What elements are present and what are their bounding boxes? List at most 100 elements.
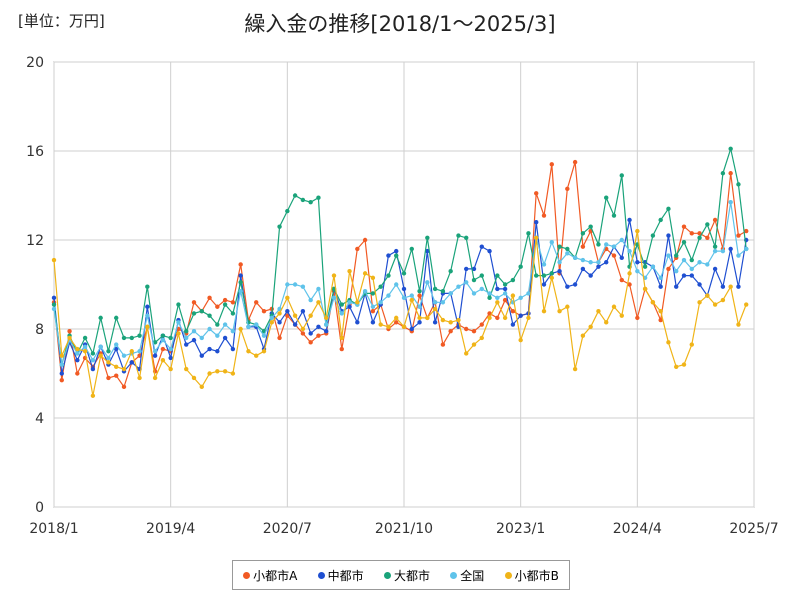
chart-title: 繰入金の推移[2018/1～2025/3] xyxy=(244,12,556,36)
data-point xyxy=(479,273,484,278)
legend-item: 中都市 xyxy=(317,567,364,584)
data-point xyxy=(316,324,321,329)
data-point xyxy=(386,253,391,258)
data-point xyxy=(168,335,173,341)
data-point xyxy=(207,295,212,301)
data-point xyxy=(674,253,679,258)
y-tick-label: 16 xyxy=(26,144,44,160)
data-point xyxy=(75,346,80,352)
data-point xyxy=(308,313,313,318)
series-line xyxy=(53,219,747,374)
data-point xyxy=(417,315,422,321)
data-point xyxy=(495,273,500,278)
data-point xyxy=(432,300,438,305)
data-point xyxy=(487,248,492,254)
data-point xyxy=(207,313,212,318)
data-point xyxy=(440,300,446,305)
data-point xyxy=(565,284,570,289)
data-point xyxy=(191,329,197,334)
data-point xyxy=(549,162,554,167)
data-point xyxy=(720,248,726,254)
data-point xyxy=(588,273,593,278)
data-point xyxy=(222,369,228,374)
legend: 小都市A 中都市 大都市 全国 小都市B xyxy=(232,560,570,590)
data-point xyxy=(417,304,422,309)
data-point xyxy=(705,262,710,267)
data-point xyxy=(736,233,741,238)
data-point xyxy=(417,288,422,294)
data-point xyxy=(285,295,290,301)
data-point xyxy=(176,320,181,325)
data-point xyxy=(98,315,103,321)
data-point xyxy=(191,311,197,316)
data-point xyxy=(90,351,96,356)
data-point xyxy=(222,335,228,341)
data-point xyxy=(619,173,624,178)
data-point xyxy=(448,320,453,325)
data-point xyxy=(697,231,702,236)
data-point xyxy=(121,335,127,341)
data-point xyxy=(611,304,617,309)
data-point xyxy=(635,315,640,321)
data-point xyxy=(261,333,267,338)
unit-label: [単位：万円] xyxy=(18,12,105,30)
data-point xyxy=(712,266,718,272)
data-point xyxy=(596,309,601,314)
data-point xyxy=(230,329,236,334)
data-point xyxy=(238,326,243,332)
data-point xyxy=(191,375,197,381)
data-point xyxy=(658,317,663,323)
legend-label: 中都市 xyxy=(327,568,364,583)
data-point xyxy=(378,300,383,305)
data-point xyxy=(261,309,267,314)
data-point xyxy=(681,257,687,263)
y-tick-label: 8 xyxy=(35,322,44,338)
data-point xyxy=(557,309,562,314)
data-point xyxy=(246,349,251,354)
data-point xyxy=(238,288,243,294)
x-tick-label: 2021/10 xyxy=(375,521,433,537)
data-point xyxy=(627,282,632,287)
data-point xyxy=(121,384,127,390)
data-point xyxy=(168,346,173,352)
data-point xyxy=(401,271,407,276)
legend-label: 小都市A xyxy=(253,568,298,583)
data-point xyxy=(417,293,422,298)
data-point xyxy=(471,329,477,334)
data-point xyxy=(207,346,212,352)
data-point xyxy=(580,257,586,263)
data-point xyxy=(51,257,57,263)
data-point xyxy=(495,300,500,305)
data-point xyxy=(230,300,236,305)
data-point xyxy=(658,275,663,281)
data-point xyxy=(394,248,399,254)
data-point xyxy=(456,284,461,289)
data-point xyxy=(611,253,617,258)
data-point xyxy=(674,284,679,289)
data-point xyxy=(269,315,274,321)
data-point xyxy=(168,355,173,361)
data-point xyxy=(114,346,119,352)
data-point xyxy=(502,315,508,321)
data-point xyxy=(479,286,484,292)
data-point xyxy=(285,208,290,214)
data-point xyxy=(347,300,352,305)
data-point xyxy=(230,371,236,376)
data-point xyxy=(479,322,484,327)
data-point xyxy=(370,320,376,325)
data-point xyxy=(666,340,671,345)
data-point xyxy=(370,291,376,296)
data-point xyxy=(456,233,461,238)
x-tick-label: 2023/1 xyxy=(496,521,545,537)
data-point xyxy=(199,335,204,341)
data-point xyxy=(401,295,407,301)
data-point xyxy=(199,353,204,358)
data-point xyxy=(51,306,57,312)
data-point xyxy=(720,297,726,303)
data-point xyxy=(471,291,477,296)
data-point xyxy=(518,337,523,343)
data-point xyxy=(82,349,88,354)
data-point xyxy=(604,195,609,200)
data-point xyxy=(456,317,461,323)
